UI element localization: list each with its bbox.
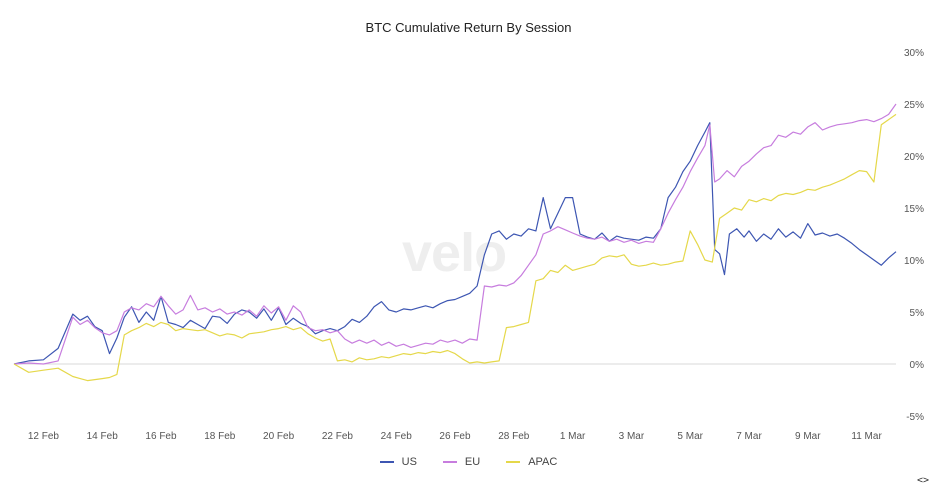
legend-swatch-eu [442, 461, 457, 463]
nav-arrows-button[interactable]: <> [916, 475, 929, 486]
y-tick-label: 10% [904, 256, 924, 267]
x-tick-label: 24 Feb [381, 431, 413, 442]
x-tick-label: 14 Feb [87, 431, 119, 442]
chart-title: BTC Cumulative Return By Session [365, 20, 572, 35]
x-tick-label: 20 Feb [263, 431, 295, 442]
x-tick-label: 18 Feb [204, 431, 236, 442]
legend-item-us[interactable]: US [379, 456, 417, 468]
x-tick-label: 22 Feb [322, 431, 354, 442]
legend-item-apac[interactable]: APAC [506, 456, 557, 468]
legend-swatch-us [379, 461, 394, 463]
x-tick-label: 26 Feb [439, 431, 471, 442]
legend-item-eu[interactable]: EU [442, 456, 481, 468]
x-tick-label: 9 Mar [795, 431, 821, 442]
legend-swatch-apac [506, 461, 521, 463]
series-line-eu[interactable] [13, 103, 897, 365]
legend-label-eu: EU [464, 456, 481, 468]
x-tick-label: 16 Feb [145, 431, 177, 442]
y-tick-label: 20% [904, 152, 924, 163]
y-tick-label: 15% [904, 204, 924, 215]
x-tick-label: 11 Mar [851, 431, 882, 442]
legend-label-us: US [401, 456, 417, 468]
y-tick-label: 0% [910, 360, 925, 371]
legend-label-apac: APAC [528, 456, 558, 468]
velo-watermark: velo [402, 223, 507, 283]
x-tick-label: 12 Feb [28, 431, 60, 442]
y-tick-label: 30% [904, 48, 924, 59]
x-tick-label: 3 Mar [619, 431, 645, 442]
x-tick-label: 5 Mar [677, 431, 703, 442]
x-tick-label: 1 Mar [560, 431, 586, 442]
y-tick-label: 25% [904, 100, 924, 111]
x-tick-label: 28 Feb [498, 431, 530, 442]
y-tick-label: -5% [906, 412, 924, 423]
chart-legend: US EU APAC [0, 456, 937, 468]
x-axis-ticks: 12 Feb 14 Feb 16 Feb 18 Feb 20 Feb 22 Feb 24 F… [28, 431, 883, 442]
series-lines [13, 103, 897, 382]
y-tick-label: 5% [910, 308, 925, 319]
y-axis-ticks: -5% 0% 5% 10% 15% 20% 25% 30% [904, 48, 924, 423]
series-line-apac[interactable] [13, 113, 897, 382]
series-line-us[interactable] [13, 122, 897, 365]
x-tick-label: 7 Mar [736, 431, 762, 442]
